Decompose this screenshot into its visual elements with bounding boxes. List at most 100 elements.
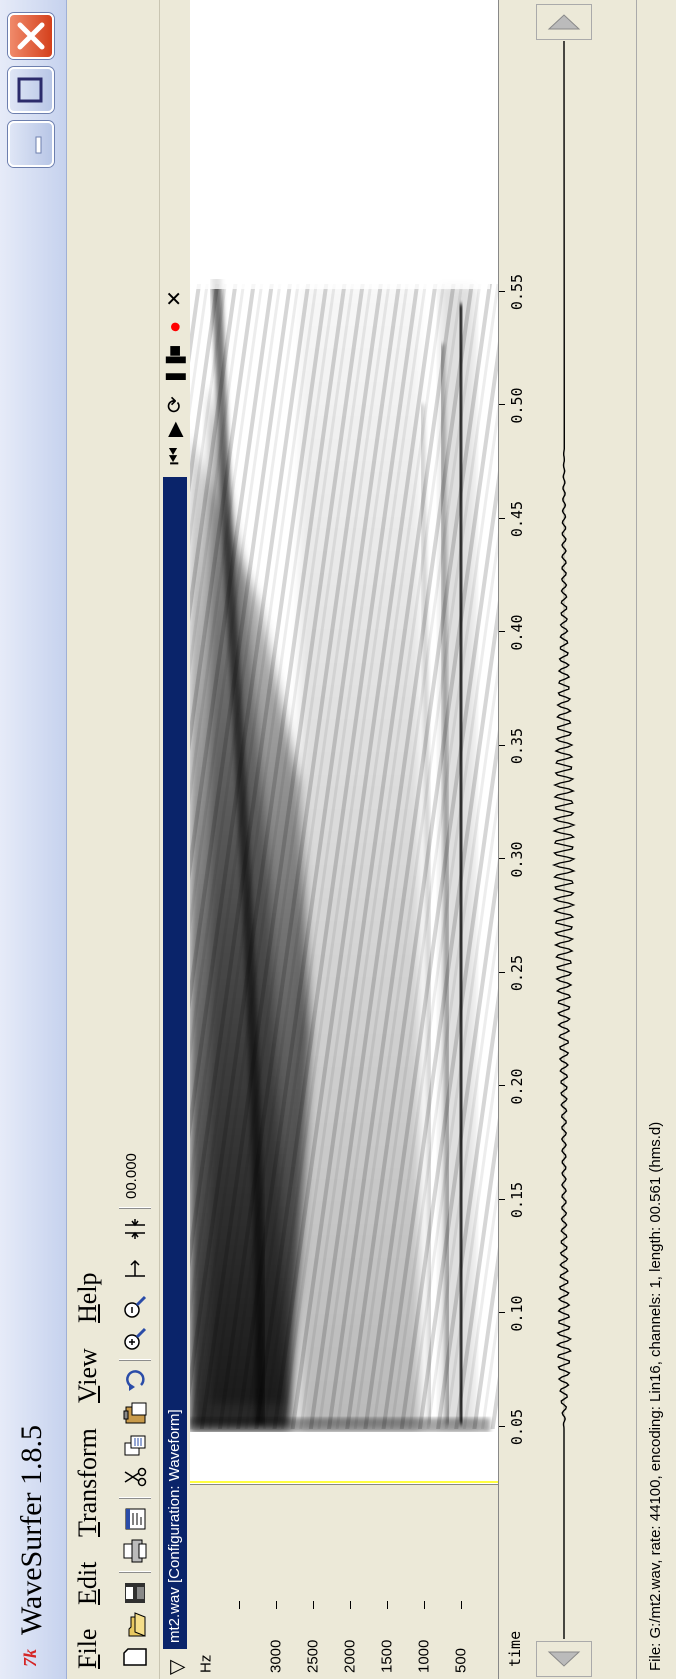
- time-tick-label: 0.20: [508, 1068, 526, 1105]
- time-tick-label: 0.40: [508, 614, 526, 651]
- pane-title: mt2.wav [Configuration: Waveform]: [166, 1409, 183, 1643]
- play-icon[interactable]: ▶: [164, 421, 186, 437]
- time-tick-label: 0.50: [508, 387, 526, 424]
- time-tick-mark: [499, 404, 505, 406]
- copy-icon: [124, 1435, 146, 1456]
- stop-icon[interactable]: ■: [164, 344, 186, 357]
- time-tick-mark: [499, 972, 505, 973]
- frequency-axis: Hz 3000 2500 2000 1500 1000 500: [190, 1484, 498, 1679]
- zoom-full-icon: [125, 1219, 145, 1239]
- frequency-tick-label: 2000: [341, 1639, 359, 1673]
- time-axis-label: time: [506, 1630, 524, 1667]
- wavesurfer-logo-icon: 7k: [20, 1649, 40, 1667]
- time-tick-mark: [499, 1199, 505, 1200]
- frequency-tick-mark: [276, 1601, 277, 1609]
- time-tick-mark: [499, 1426, 505, 1427]
- frequency-tick-mark: [424, 1601, 425, 1609]
- close-pane-icon[interactable]: ✕: [164, 290, 186, 307]
- time-tick-mark: [499, 745, 505, 746]
- status-bar: File: G:/mt2.wav, rate: 44100, encoding:…: [636, 0, 676, 1679]
- frequency-tick-label: 2500: [304, 1639, 322, 1673]
- save-button[interactable]: [121, 1579, 149, 1607]
- title-bar: 7k WaveSurfer 1.8.5: [0, 0, 67, 1679]
- copy-button[interactable]: [121, 1431, 149, 1459]
- record-icon[interactable]: ●: [164, 320, 186, 333]
- zoom-in-button[interactable]: [121, 1325, 149, 1353]
- maximize-button[interactable]: [8, 67, 54, 113]
- zoom-in-icon: [124, 1327, 147, 1350]
- spectrogram-image[interactable]: [190, 0, 498, 1484]
- window-title: WaveSurfer 1.8.5: [15, 1424, 48, 1635]
- zoom-full-button[interactable]: [121, 1215, 149, 1243]
- frequency-tick-label: 1500: [378, 1639, 396, 1673]
- close-window-button[interactable]: [8, 13, 54, 59]
- frequency-tick-label: 500: [452, 1647, 470, 1673]
- spectrogram-pane[interactable]: Hz 3000 2500 2000 1500 1000 500: [190, 0, 498, 1679]
- frequency-tick-mark: [350, 1601, 351, 1609]
- zoom-out-button[interactable]: [121, 1293, 149, 1321]
- rewind-icon[interactable]: ⏮: [164, 447, 186, 465]
- close-window-icon: [17, 22, 45, 50]
- cut-button[interactable]: [121, 1463, 149, 1491]
- frequency-tick-label: 1000: [415, 1639, 433, 1673]
- properties-button[interactable]: [121, 1505, 149, 1533]
- time-tick-label: 0.25: [508, 954, 526, 992]
- frequency-unit-label: Hz: [197, 1654, 215, 1673]
- frequency-tick-mark: [239, 1601, 240, 1609]
- time-tick-mark: [499, 1312, 505, 1314]
- time-tick-mark: [499, 631, 505, 633]
- new-file-button[interactable]: [121, 1643, 149, 1671]
- scroll-right-button[interactable]: [536, 4, 592, 40]
- frequency-tick-mark: [461, 1601, 462, 1609]
- time-tick-label: 0.10: [508, 1295, 526, 1332]
- toolbar: 00.000: [111, 0, 160, 1679]
- collapse-pane-icon[interactable]: ▽: [166, 1659, 188, 1675]
- frequency-tick-mark: [313, 1601, 314, 1609]
- save-icon: [125, 1583, 145, 1603]
- zoom-out-icon: [124, 1295, 147, 1318]
- scroll-left-button[interactable]: [536, 1641, 592, 1677]
- toolbar-separator: [119, 1207, 151, 1209]
- time-tick-mark: [499, 1085, 505, 1087]
- pane-header: ▽ mt2.wav [Configuration: Waveform] ⏮ ▶ …: [160, 0, 190, 1679]
- paste-button[interactable]: [121, 1399, 149, 1427]
- time-axis: time 0.05 0.10 0.15 0.20 0.25 0.30 0.35 0.40 0.4…: [498, 0, 534, 1679]
- menu-help[interactable]: Help: [73, 1272, 102, 1323]
- time-tick-label: 0.35: [508, 727, 526, 765]
- time-display: 00.000: [123, 1153, 140, 1199]
- toolbar-separator: [119, 1497, 151, 1499]
- undo-button[interactable]: [121, 1367, 149, 1395]
- minimize-icon: [35, 136, 42, 154]
- play-loop-icon[interactable]: ⟳: [164, 396, 186, 413]
- print-button[interactable]: [121, 1537, 149, 1565]
- time-tick-label: 0.30: [508, 841, 526, 878]
- scroll-right-icon: [547, 14, 581, 30]
- menu-file[interactable]: File: [73, 1628, 102, 1669]
- cut-icon: [124, 1467, 147, 1487]
- open-file-button[interactable]: [121, 1611, 149, 1639]
- open-file-icon: [128, 1612, 146, 1637]
- menu-view[interactable]: View: [73, 1348, 102, 1403]
- zoom-to-selection-icon: [125, 1259, 145, 1277]
- menu-bar: File Edit Transform View Help: [67, 0, 111, 1679]
- undo-icon: [126, 1370, 145, 1391]
- status-text: File: G:/mt2.wav, rate: 44100, encoding:…: [647, 1121, 664, 1671]
- menu-edit[interactable]: Edit: [73, 1561, 102, 1605]
- zoom-to-selection-button[interactable]: [121, 1253, 149, 1281]
- overview-scrollbar[interactable]: [532, 0, 596, 1679]
- menu-transform[interactable]: Transform: [73, 1428, 102, 1537]
- time-tick-mark: [499, 291, 505, 292]
- time-tick-label: 0.45: [508, 500, 526, 538]
- new-file-icon: [123, 1648, 147, 1666]
- minimize-button[interactable]: [8, 121, 54, 167]
- pane-title-bar: mt2.wav [Configuration: Waveform]: [163, 477, 187, 1649]
- overview-waveform[interactable]: [532, 41, 596, 1639]
- properties-icon: [125, 1508, 146, 1530]
- scroll-left-icon: [547, 1651, 581, 1667]
- maximize-icon: [17, 77, 43, 103]
- toolbar-separator: [119, 1359, 151, 1361]
- time-tick-mark: [499, 858, 505, 860]
- time-tick-mark: [499, 518, 505, 519]
- frequency-tick-mark: [387, 1601, 388, 1609]
